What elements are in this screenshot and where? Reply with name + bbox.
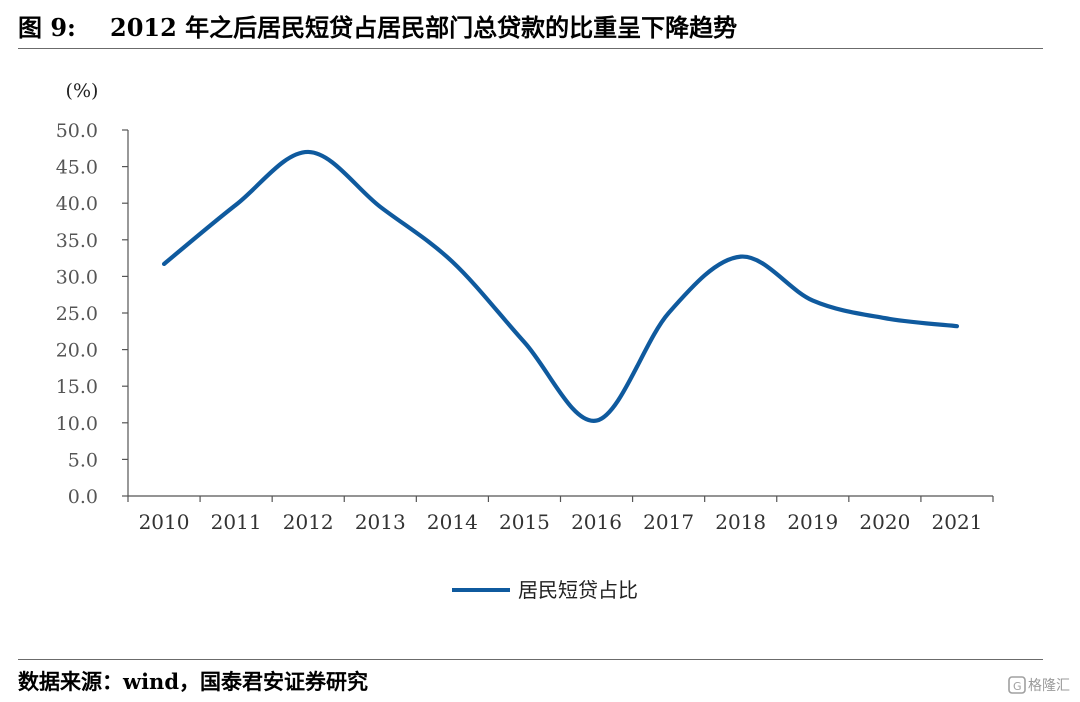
series-line-0 — [161, 149, 960, 423]
watermark-logo: G 格隆汇 — [1008, 676, 1070, 694]
y-tick-label: 5.0 — [68, 449, 98, 471]
x-tick-label: 2013 — [355, 510, 406, 534]
y-tick-label: 20.0 — [56, 340, 98, 362]
figure-title: 图 9: 2012 年之后居民短贷占居民部门总贷款的比重呈下降趋势 — [18, 10, 1048, 46]
y-tick-label: 10.0 — [56, 413, 98, 435]
y-tick-label: 30.0 — [56, 266, 98, 288]
y-tick-label: 15.0 — [56, 376, 98, 398]
figure-title-text: 2012 年之后居民短贷占居民部门总贷款的比重呈下降趋势 — [110, 13, 738, 42]
y-tick-label: 50.0 — [56, 120, 98, 142]
top-divider — [18, 48, 1043, 49]
x-tick-label: 2010 — [139, 510, 190, 534]
y-tick-label: 40.0 — [56, 193, 98, 215]
x-tick-label: 2017 — [643, 510, 694, 534]
line-chart: (%) 0.0 5.0 10.0 15.0 20.0 25.0 30.0 35.0 40.0 45… — [56, 80, 994, 602]
series-layer — [161, 149, 960, 423]
x-tick-label: 2021 — [932, 510, 983, 534]
y-tick-label: 35.0 — [56, 230, 98, 252]
legend-label: 居民短贷占比 — [518, 578, 638, 602]
source-note: 数据来源：wind，国泰君安证券研究 — [18, 669, 369, 694]
figure-number: 图 9: — [18, 13, 76, 42]
x-tick-label: 2015 — [499, 510, 550, 534]
x-tick-label: 2018 — [715, 510, 766, 534]
y-unit-label: (%) — [66, 80, 99, 102]
x-tick-label: 2011 — [211, 510, 262, 534]
x-axis: 2010 2011 2012 2013 2014 2015 2016 2017 2018 2019… — [127, 495, 994, 534]
x-tick-label: 2016 — [571, 510, 622, 534]
x-tick-label: 2014 — [427, 510, 478, 534]
y-tick-label: 25.0 — [56, 303, 98, 325]
y-tick-label: 0.0 — [68, 486, 98, 508]
svg-text:G: G — [1013, 680, 1022, 693]
bottom-divider — [18, 659, 1043, 660]
chart: (%) 0.0 5.0 10.0 15.0 20.0 25.0 30.0 35.0 40.0 45… — [0, 50, 1080, 650]
watermark-g-icon — [1008, 676, 1026, 694]
watermark-text: 格隆汇 — [1028, 678, 1070, 694]
x-tick-label: 2019 — [787, 510, 838, 534]
x-tick-label: 2012 — [283, 510, 334, 534]
x-tick-label: 2020 — [859, 510, 910, 534]
legend: 居民短贷占比 — [452, 578, 638, 602]
y-axis: 0.0 5.0 10.0 15.0 20.0 25.0 30.0 35.0 40.0 45.0 50… — [56, 120, 129, 508]
y-tick-label: 45.0 — [56, 157, 98, 179]
